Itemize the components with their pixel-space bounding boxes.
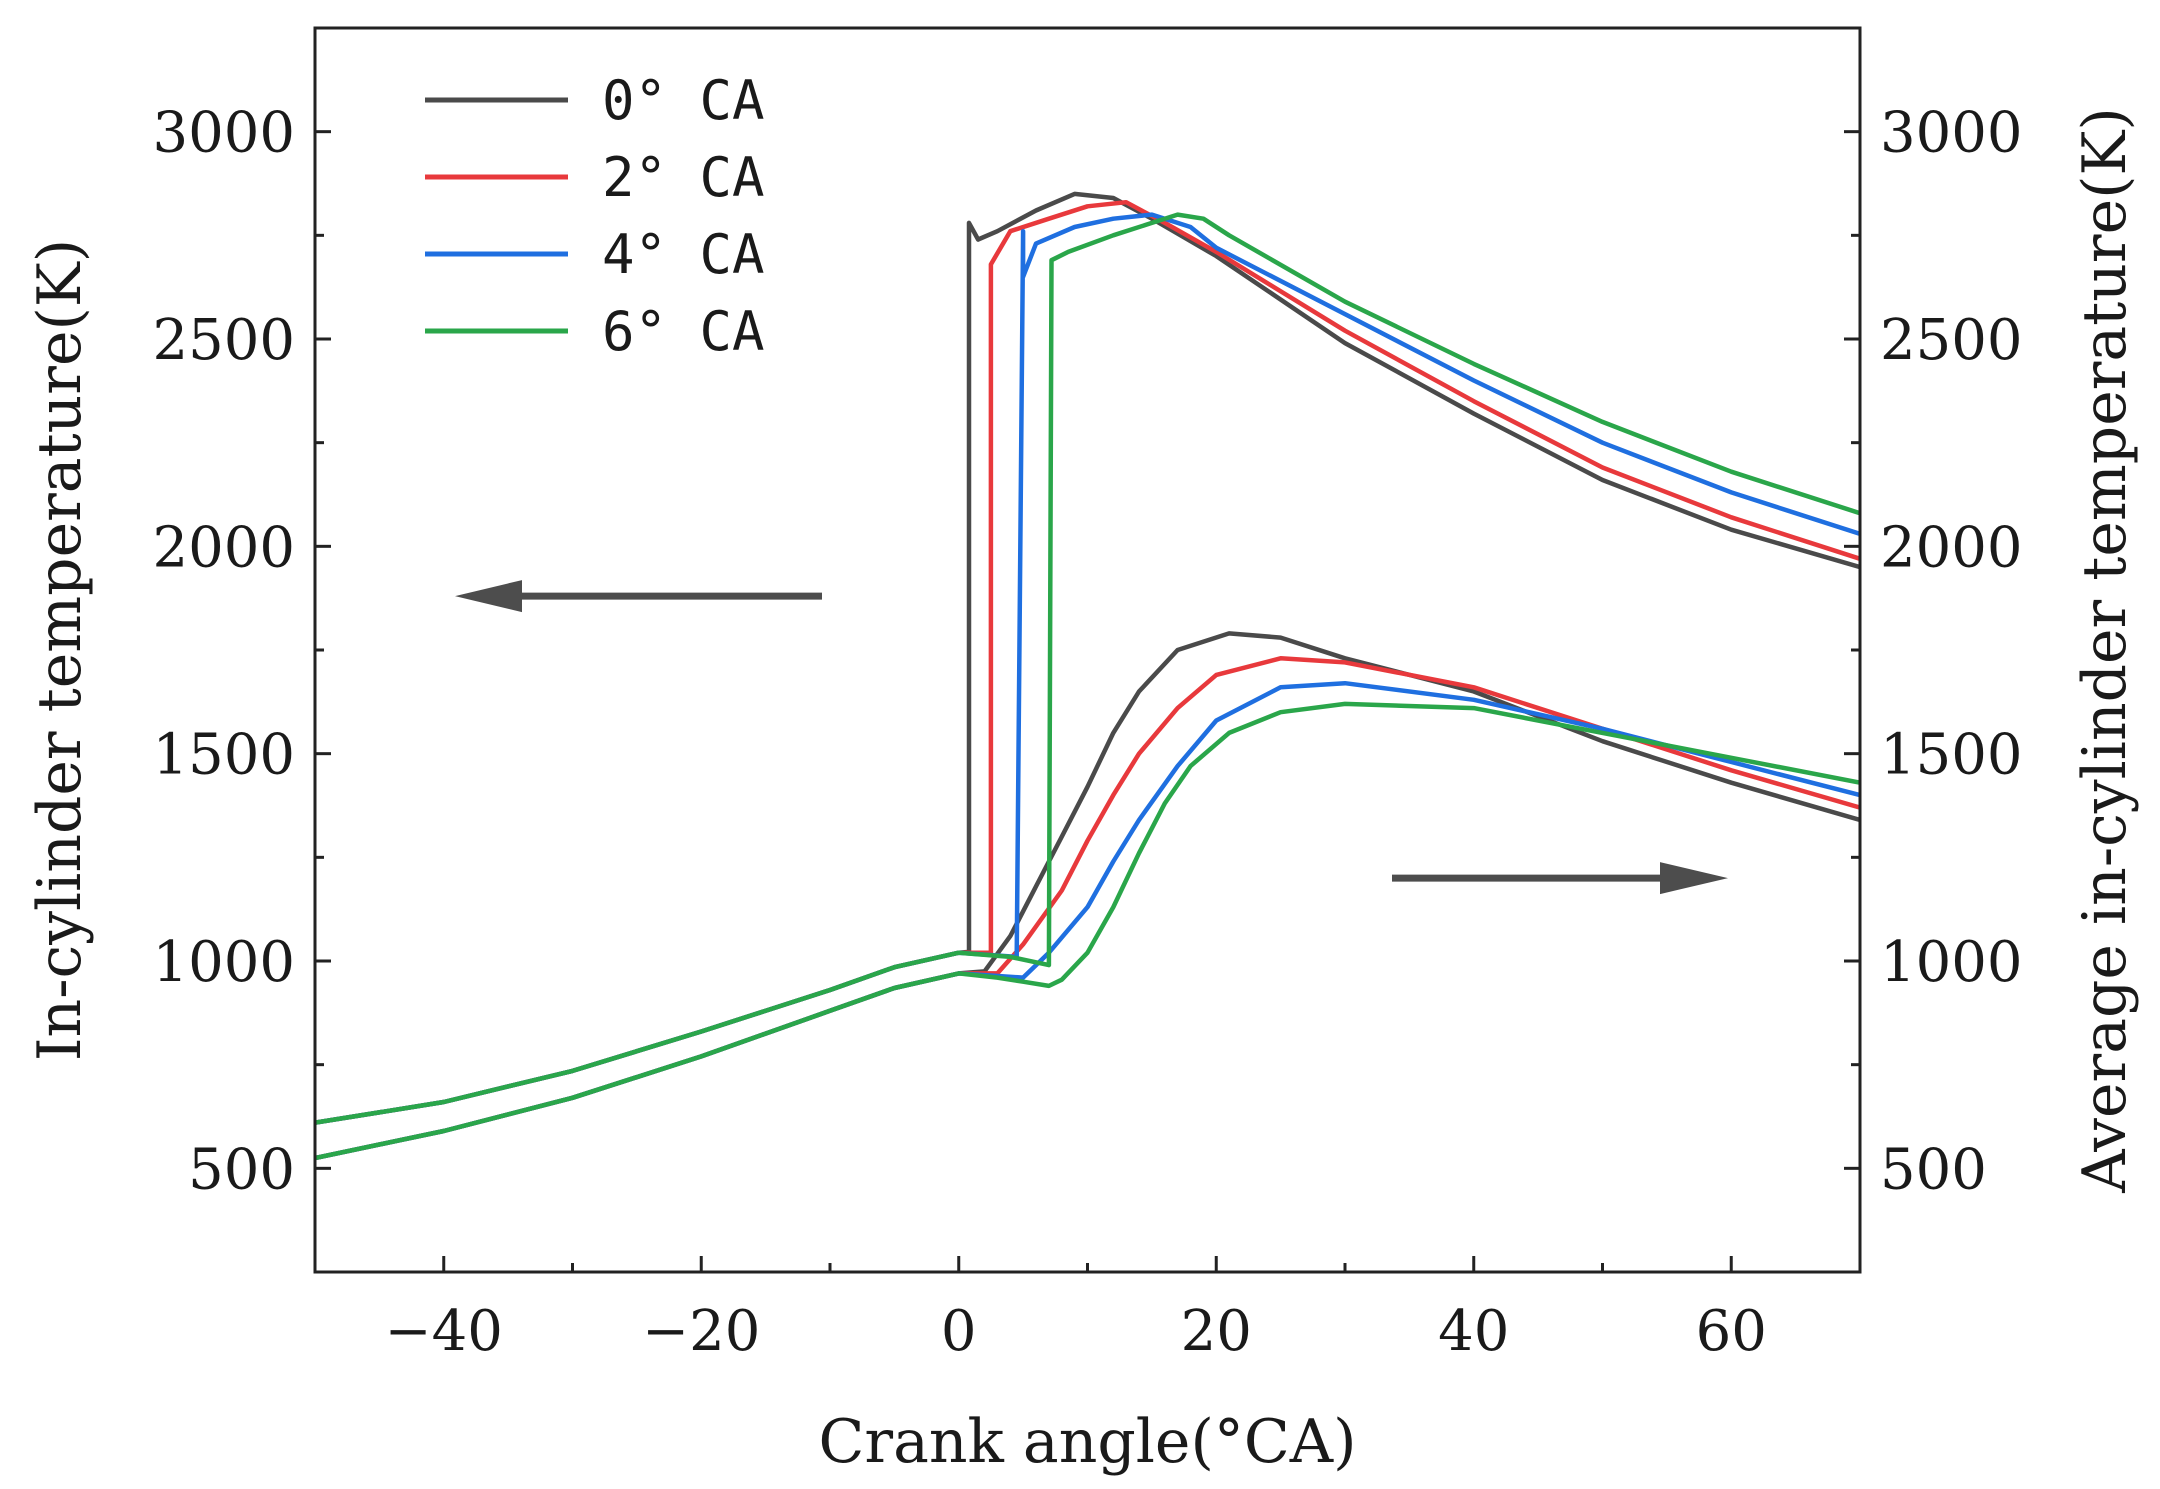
series-line-2-upper [315,212,1860,1125]
left-y-tick-label: 3000 [152,101,295,166]
legend-label: 0° CA [602,69,765,132]
right-y-axis-title: Average in-cylinder temperature(K) [2070,107,2140,1194]
left-arrow-icon [455,580,522,613]
x-tick-label: 20 [1181,1299,1252,1364]
right-y-tick-label: 1000 [1880,930,2023,995]
legend-label: 6° CA [602,300,765,363]
right-arrow-icon [1660,862,1728,895]
series-line-3-lower [315,701,1860,1161]
right-y-tick-label: 3000 [1880,101,2023,166]
right-y-tick-label: 2000 [1880,515,2023,580]
x-axis-title: Crank angle(°CA) [818,1407,1356,1477]
legend-label: 2° CA [602,146,765,209]
x-tick-label: 40 [1438,1299,1509,1364]
x-tick-label: 0 [941,1299,977,1364]
left-y-tick-label: 1500 [152,723,295,788]
x-tick-label: −20 [642,1299,760,1364]
series-line-3-upper [315,212,1860,1125]
left-y-tick-label: 1000 [152,930,295,995]
plot-frame [313,26,1862,1274]
x-tick-label: −40 [385,1299,503,1364]
right-y-tick-label: 500 [1880,1137,1987,1202]
x-tick-label: 60 [1696,1299,1767,1364]
legend-label: 4° CA [602,223,765,286]
left-y-tick-label: 2000 [152,515,295,580]
series-line-2-lower [315,680,1860,1161]
left-y-tick-label: 500 [188,1137,295,1202]
right-y-tick-label: 2500 [1880,308,2023,373]
left-y-tick-label: 2500 [152,308,295,373]
left-y-axis-title: In-cylinder temperature(K) [25,239,95,1061]
right-y-tick-label: 1500 [1880,723,2023,788]
series-line-1-upper [315,199,1860,1125]
